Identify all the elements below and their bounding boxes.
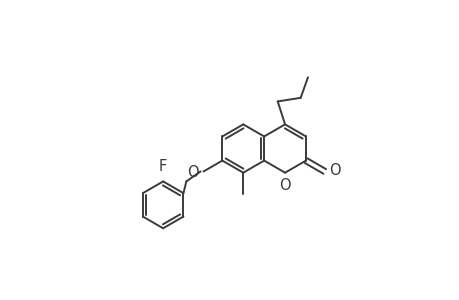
Text: O: O — [328, 163, 340, 178]
Text: O: O — [279, 178, 290, 193]
Text: F: F — [159, 159, 167, 174]
Text: O: O — [187, 165, 198, 180]
